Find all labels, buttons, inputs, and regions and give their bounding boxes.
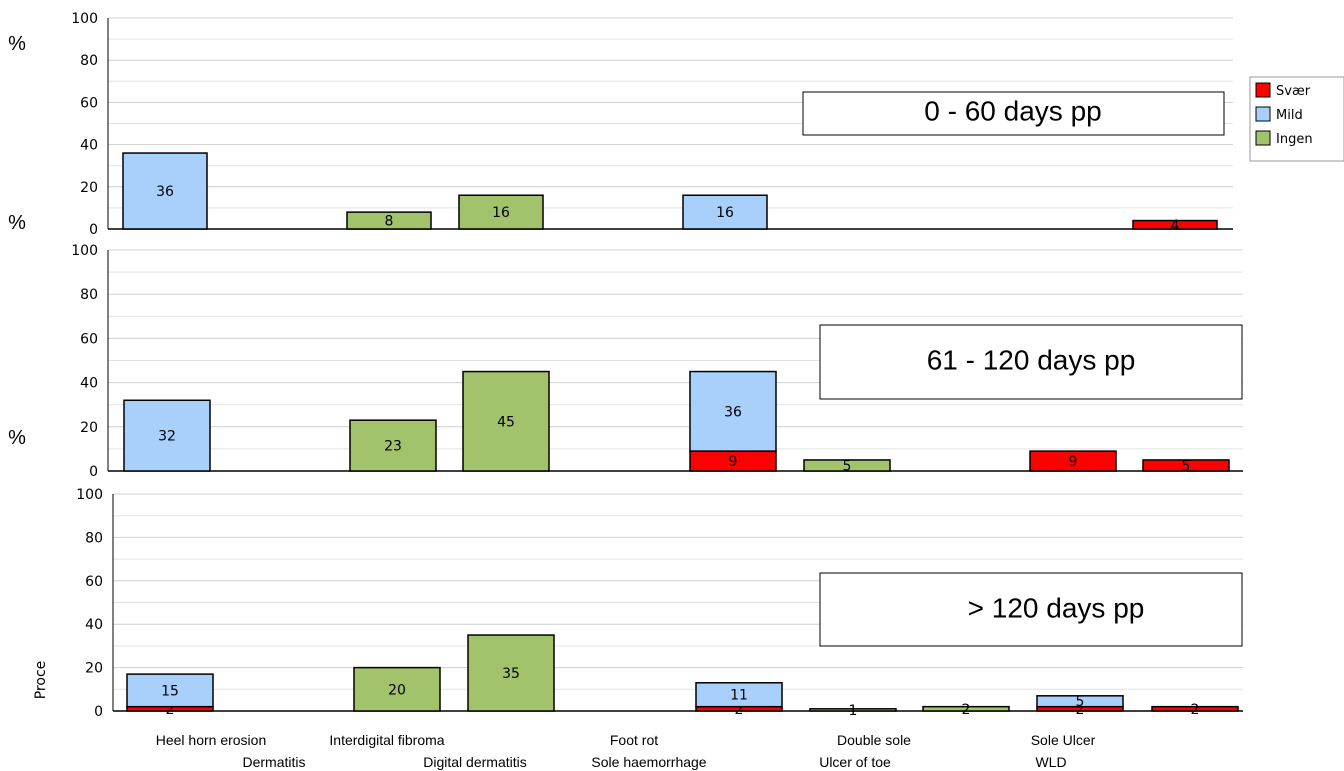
y-tick-label: 80 — [80, 287, 98, 303]
bar-value-label: 36 — [156, 184, 174, 200]
bar-value-label: 16 — [716, 205, 734, 221]
bar-value-label: 15 — [161, 683, 179, 699]
legend-swatch — [1255, 106, 1271, 122]
bar-svaer — [1142, 459, 1230, 472]
bar-ingen — [346, 211, 432, 230]
bar-svaer — [1029, 450, 1117, 472]
y-unit-label: % — [8, 33, 26, 55]
y-unit-label: % — [8, 212, 26, 234]
y-tick-label: 100 — [71, 243, 98, 259]
legend-swatch — [1255, 130, 1271, 146]
x-category-label: Interdigital fibroma — [329, 732, 444, 748]
x-category-label: Sole haemorrhage — [591, 754, 706, 770]
y-tick-label: 40 — [85, 617, 103, 633]
y-tick-label: 60 — [80, 95, 98, 111]
x-category-label: Digital dermatitis — [423, 754, 526, 770]
bar-ingen — [462, 370, 550, 472]
y-tick-label: 20 — [80, 420, 98, 436]
bar-value-label: 23 — [384, 439, 402, 455]
x-category-label: Sole Ulcer — [1031, 732, 1096, 748]
y-tick-label: 20 — [80, 180, 98, 196]
y-tick-label: 100 — [71, 11, 98, 27]
y-tick-label: 80 — [85, 530, 103, 546]
y-tick-label: 0 — [89, 222, 98, 238]
y-tick-label: 0 — [89, 464, 98, 480]
bar-value-label: 16 — [492, 205, 510, 221]
bar-value-label: 32 — [158, 429, 176, 445]
y-tick-label: 60 — [80, 331, 98, 347]
y-tick-label: 80 — [80, 53, 98, 69]
bar-mild — [689, 370, 777, 452]
y-tick-label: 100 — [76, 487, 103, 503]
x-category-label: WLD — [1035, 754, 1066, 770]
bar-mild — [123, 399, 211, 472]
y-unit-label: % — [8, 427, 26, 449]
bar-mild — [122, 152, 208, 230]
x-category-label: Double sole — [837, 732, 911, 748]
x-category-label: Heel horn erosion — [156, 732, 267, 748]
bar-ingen — [349, 419, 437, 472]
period-title: 0 - 60 days pp — [924, 95, 1101, 126]
bar-value-label: 45 — [497, 414, 515, 430]
y-axis-label: Proce — [33, 661, 49, 700]
bar-ingen — [809, 708, 897, 712]
bar-value-label: 8 — [385, 214, 394, 230]
bar-mild — [126, 673, 214, 708]
bar-value-label: 2 — [1191, 702, 1200, 718]
legend-swatch — [1255, 82, 1271, 98]
bar-ingen — [922, 705, 1010, 712]
bar-value-label: 2 — [166, 702, 175, 718]
period-title: 61 - 120 days pp — [927, 344, 1136, 375]
bar-value-label: 5 — [1182, 458, 1191, 474]
legend-label: Mild — [1276, 108, 1303, 123]
bar-value-label: 9 — [1069, 454, 1078, 470]
legend-label: Svær — [1276, 84, 1311, 99]
period-title: > 120 days pp — [968, 592, 1145, 623]
y-tick-label: 40 — [80, 376, 98, 392]
bar-value-label: 2 — [735, 702, 744, 718]
bar-value-label: 11 — [730, 688, 748, 704]
bar-value-label: 5 — [1076, 694, 1085, 710]
bar-svaer — [1132, 219, 1218, 230]
bar-ingen — [353, 666, 441, 712]
bar-value-label: 1 — [849, 703, 858, 719]
x-category-label: Foot rot — [610, 732, 658, 748]
bar-value-label: 5 — [843, 458, 852, 474]
period-box — [802, 91, 1225, 136]
bar-value-label: 2 — [962, 702, 971, 718]
y-tick-label: 40 — [80, 138, 98, 154]
bar-mild — [695, 682, 783, 708]
period-box — [819, 572, 1243, 647]
x-category-label: Dermatitis — [242, 754, 305, 770]
bar-value-label: 36 — [724, 404, 742, 420]
bar-mild — [682, 194, 768, 230]
x-category-label: Ulcer of toe — [819, 754, 891, 770]
bar-value-label: 35 — [502, 666, 520, 682]
bar-value-label: 20 — [388, 682, 406, 698]
bar-mild — [1036, 695, 1124, 708]
period-box — [819, 324, 1243, 400]
legend-label: Ingen — [1276, 132, 1313, 147]
bar-value-label: 4 — [1171, 218, 1180, 234]
bar-value-label: 2 — [1076, 702, 1085, 718]
bar-ingen — [467, 634, 555, 712]
bar-value-label: 9 — [729, 454, 738, 470]
y-tick-label: 0 — [94, 704, 103, 720]
bar-ingen — [458, 194, 544, 230]
bar-svaer — [1151, 705, 1239, 712]
bar-ingen — [803, 459, 891, 472]
y-tick-label: 20 — [85, 661, 103, 677]
y-tick-label: 60 — [85, 574, 103, 590]
